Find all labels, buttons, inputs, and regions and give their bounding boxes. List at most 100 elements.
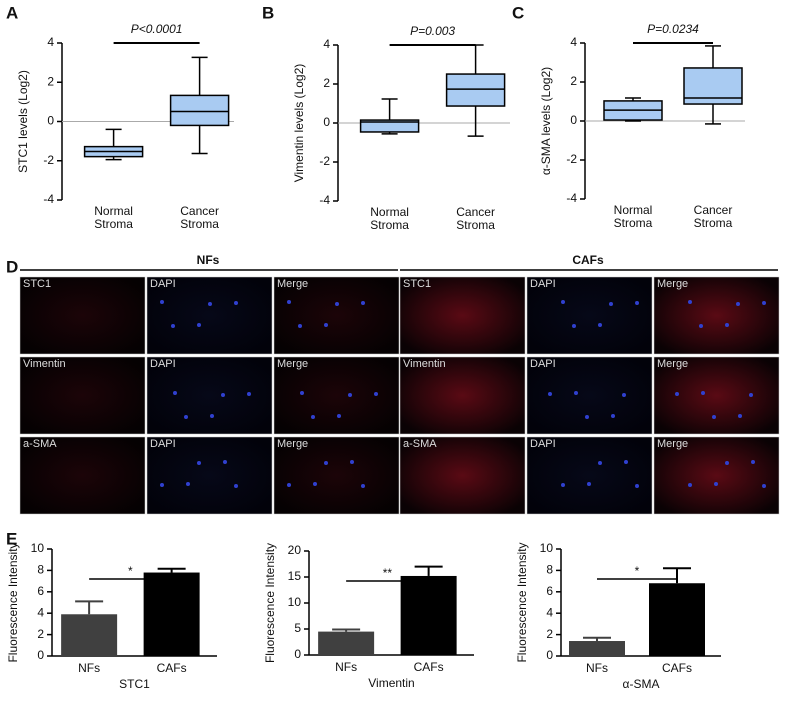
nucleus (701, 391, 705, 395)
y-tick-label: 4 (546, 605, 553, 619)
panel-label: E (6, 529, 17, 548)
nucleus (210, 414, 214, 418)
micrograph (526, 436, 653, 515)
nucleus (361, 301, 365, 305)
x-tick-label: Cancer Stroma (693, 203, 733, 230)
nucleus (598, 461, 602, 465)
micrograph (273, 356, 400, 435)
annotation: P=0.003 (410, 24, 455, 38)
nucleus (762, 484, 766, 488)
nucleus (324, 323, 328, 327)
nucleus (624, 460, 628, 464)
y-tick-label: 4 (323, 37, 330, 51)
y-tick-label: -4 (319, 193, 330, 207)
cell-label: Merge (657, 438, 688, 450)
y-tick-label: 2 (570, 74, 577, 88)
nucleus (171, 324, 175, 328)
micrograph (399, 356, 526, 435)
box (445, 73, 506, 107)
y-axis-title: Fluorescence Intensity (6, 542, 20, 662)
y-axis-title: Fluorescence Intensity (515, 542, 529, 662)
x-axis-title: STC1 (119, 677, 150, 691)
panel-label: B (262, 3, 274, 22)
y-tick-label: 4 (570, 35, 577, 49)
micrograph (19, 356, 146, 435)
nucleus (287, 300, 291, 304)
cell-label: a-SMA (403, 438, 437, 450)
nucleus (587, 482, 591, 486)
cell-label: DAPI (150, 358, 176, 370)
nucleus (186, 482, 190, 486)
nucleus (160, 300, 164, 304)
y-tick-label: 4 (47, 35, 54, 49)
nucleus (699, 324, 703, 328)
micrograph (146, 356, 273, 435)
x-tick-label: NFs (78, 661, 100, 675)
cell-label: STC1 (403, 278, 431, 290)
y-tick-label: -2 (43, 153, 54, 167)
nucleus (184, 415, 188, 419)
nucleus (736, 302, 740, 306)
nucleus (712, 415, 716, 419)
y-tick-label: 6 (546, 584, 553, 598)
cell-label: DAPI (530, 278, 556, 290)
annotation: * (128, 564, 133, 578)
nucleus (361, 484, 365, 488)
y-tick-label: 10 (540, 541, 554, 555)
cell-label: Merge (277, 438, 308, 450)
nucleus (300, 391, 304, 395)
nucleus (350, 460, 354, 464)
micrograph (273, 276, 400, 355)
panel-label: D (6, 257, 18, 276)
x-tick-label: NFs (335, 660, 357, 674)
nucleus (335, 302, 339, 306)
cell-label: DAPI (150, 278, 176, 290)
nucleus (561, 483, 565, 487)
y-tick-label: 0 (570, 113, 577, 127)
micrograph (146, 276, 273, 355)
y-tick-label: 6 (37, 584, 44, 598)
bar (569, 641, 625, 656)
x-tick-label: CAFs (662, 661, 692, 675)
x-tick-label: CAFs (157, 661, 187, 675)
nucleus (337, 414, 341, 418)
nucleus (298, 324, 302, 328)
cell-label: Vimentin (23, 358, 66, 370)
nucleus (635, 484, 639, 488)
cell-label: Vimentin (403, 358, 446, 370)
x-axis-title: α-SMA (623, 677, 660, 691)
nucleus (348, 393, 352, 397)
x-tick-label: CAFs (414, 660, 444, 674)
y-axis-title: α-SMA levels (Log2) (539, 67, 553, 175)
cell-label: DAPI (150, 438, 176, 450)
nucleus (598, 323, 602, 327)
nucleus (548, 392, 552, 396)
micrograph (526, 276, 653, 355)
y-tick-label: -4 (43, 192, 54, 206)
nucleus (609, 302, 613, 306)
x-axis-title: Vimentin (368, 676, 414, 690)
nucleus (611, 414, 615, 418)
nucleus (725, 461, 729, 465)
nucleus (585, 415, 589, 419)
y-tick-label: 2 (546, 627, 553, 641)
nucleus (197, 461, 201, 465)
annotation: ** (383, 566, 393, 580)
bar (318, 631, 375, 655)
nucleus (572, 324, 576, 328)
x-tick-label: Cancer Stroma (456, 205, 495, 232)
nucleus (574, 391, 578, 395)
annotation: * (635, 564, 640, 578)
y-tick-label: 0 (546, 648, 553, 662)
micrograph (146, 436, 273, 515)
bar (61, 614, 118, 656)
y-tick-label: 8 (546, 563, 553, 577)
nucleus (675, 392, 679, 396)
y-tick-label: 10 (288, 595, 302, 609)
nucleus (714, 482, 718, 486)
y-tick-label: 0 (47, 114, 54, 128)
nucleus (247, 392, 251, 396)
nucleus (561, 300, 565, 304)
y-tick-label: 4 (37, 605, 44, 619)
y-axis-title: Fluorescence Intensity (263, 543, 277, 663)
